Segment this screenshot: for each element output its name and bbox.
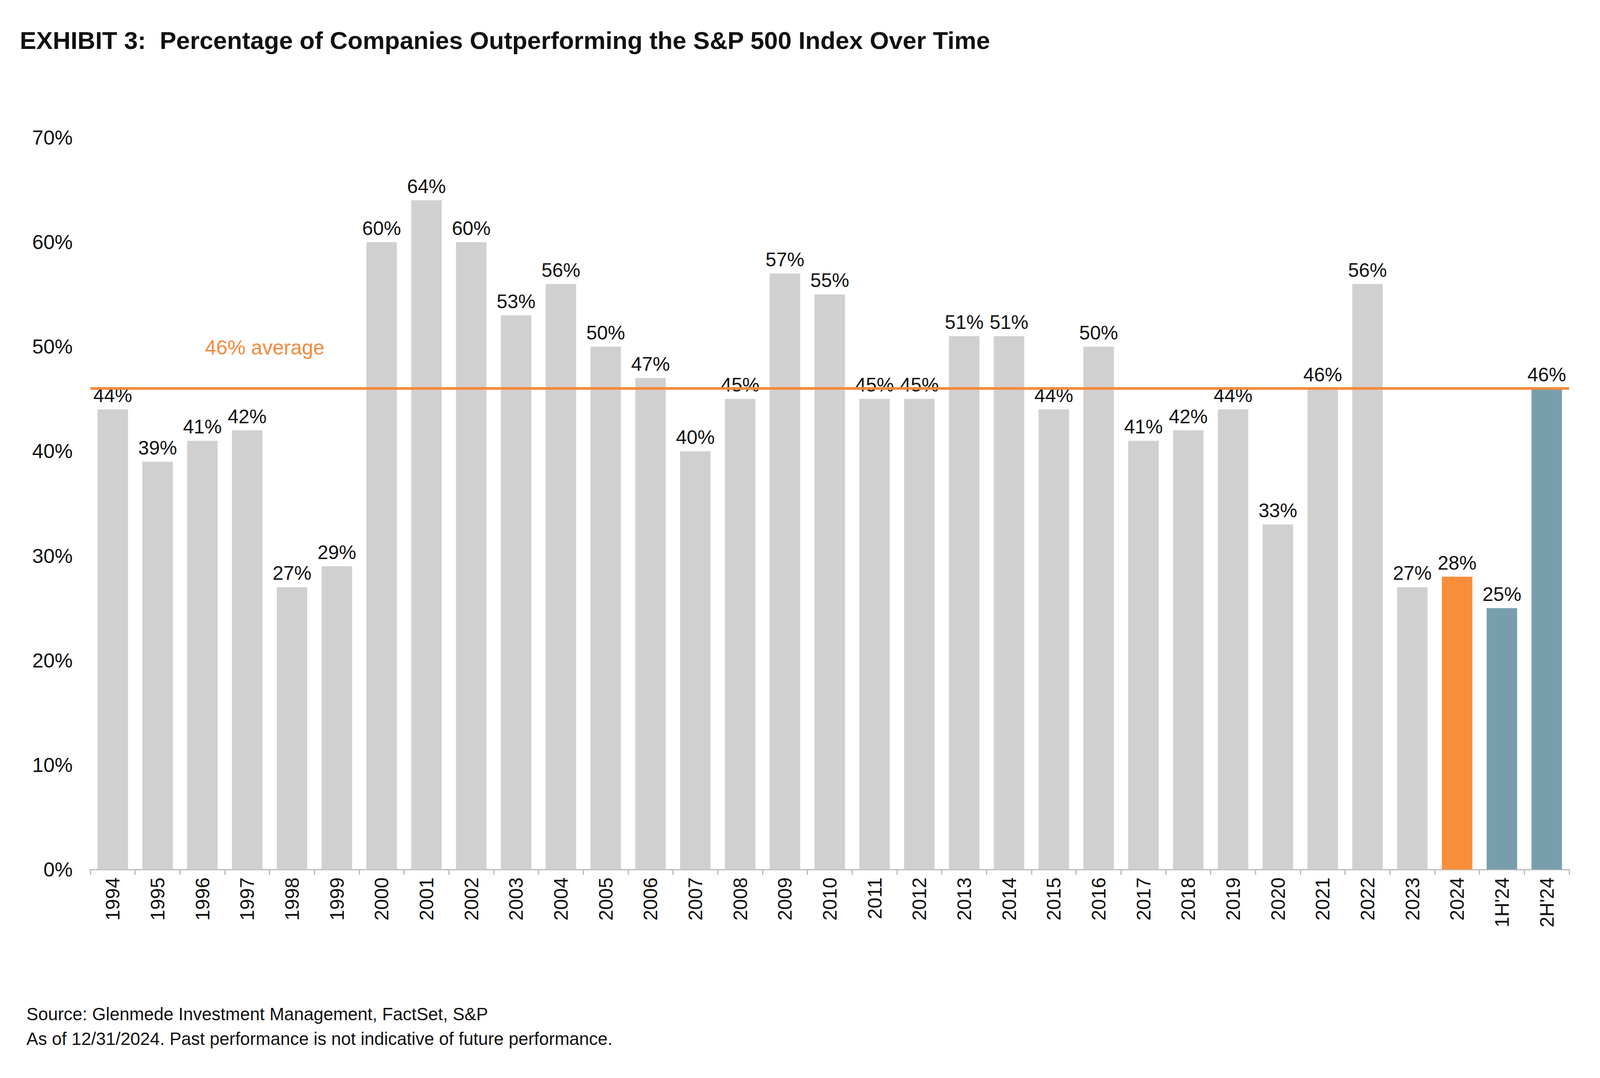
svg-text:2024: 2024 xyxy=(1446,877,1468,921)
svg-text:44%: 44% xyxy=(1034,384,1074,406)
svg-text:51%: 51% xyxy=(944,311,984,333)
svg-text:EXHIBIT 3: Percentage of Comp: EXHIBIT 3: Percentage of Companies Outpe… xyxy=(19,26,990,55)
svg-text:2009: 2009 xyxy=(773,877,796,921)
svg-text:39%: 39% xyxy=(137,436,177,459)
svg-text:30%: 30% xyxy=(32,544,73,568)
svg-text:29%: 29% xyxy=(317,541,357,563)
svg-text:2018: 2018 xyxy=(1177,877,1199,921)
svg-text:44%: 44% xyxy=(93,384,133,406)
svg-text:1H'24: 1H'24 xyxy=(1491,877,1513,928)
svg-text:2022: 2022 xyxy=(1356,877,1379,921)
svg-text:1995: 1995 xyxy=(146,877,169,921)
svg-text:2002: 2002 xyxy=(460,877,483,921)
svg-text:57%: 57% xyxy=(765,248,805,271)
svg-text:2004: 2004 xyxy=(550,877,572,921)
svg-text:60%: 60% xyxy=(451,217,491,239)
svg-text:40%: 40% xyxy=(675,426,715,448)
svg-text:56%: 56% xyxy=(1347,259,1387,281)
svg-text:60%: 60% xyxy=(32,230,73,254)
svg-text:As of 12/31/2024. Past perform: As of 12/31/2024. Past performance is no… xyxy=(26,1028,613,1049)
svg-text:1994: 1994 xyxy=(101,877,124,921)
svg-text:60%: 60% xyxy=(362,217,402,239)
svg-text:50%: 50% xyxy=(586,321,626,344)
svg-text:45%: 45% xyxy=(720,373,760,396)
svg-text:25%: 25% xyxy=(1482,583,1522,605)
svg-text:28%: 28% xyxy=(1437,551,1477,574)
svg-text:40%: 40% xyxy=(32,439,73,463)
svg-text:41%: 41% xyxy=(182,415,222,438)
svg-text:2015: 2015 xyxy=(1042,877,1065,921)
svg-text:46%: 46% xyxy=(1527,363,1567,386)
svg-text:2012: 2012 xyxy=(908,877,931,921)
svg-text:2006: 2006 xyxy=(639,877,662,921)
svg-text:2H'24: 2H'24 xyxy=(1536,877,1558,928)
svg-text:2010: 2010 xyxy=(818,877,841,921)
svg-text:20%: 20% xyxy=(32,648,73,672)
svg-text:2008: 2008 xyxy=(729,877,752,921)
svg-text:2020: 2020 xyxy=(1267,877,1289,921)
svg-text:45%: 45% xyxy=(855,373,894,396)
svg-text:2003: 2003 xyxy=(505,877,527,921)
svg-text:27%: 27% xyxy=(272,561,312,584)
svg-text:0%: 0% xyxy=(43,857,73,881)
svg-text:53%: 53% xyxy=(496,290,536,313)
svg-text:2017: 2017 xyxy=(1132,877,1155,921)
svg-text:2005: 2005 xyxy=(595,877,617,921)
svg-text:70%: 70% xyxy=(32,126,73,149)
svg-text:2023: 2023 xyxy=(1401,877,1424,921)
svg-text:Source: Glenmede Investment Ma: Source: Glenmede Investment Management, … xyxy=(26,1004,488,1024)
svg-text:46%: 46% xyxy=(1303,363,1343,386)
svg-text:2021: 2021 xyxy=(1311,877,1334,921)
svg-text:2007: 2007 xyxy=(684,877,707,921)
svg-text:2000: 2000 xyxy=(370,877,393,921)
svg-text:2013: 2013 xyxy=(953,877,975,921)
svg-text:2001: 2001 xyxy=(415,877,438,921)
svg-text:55%: 55% xyxy=(810,269,849,291)
svg-text:46% average: 46% average xyxy=(204,335,325,359)
svg-text:50%: 50% xyxy=(1079,321,1118,344)
svg-text:2014: 2014 xyxy=(998,877,1020,921)
svg-text:1999: 1999 xyxy=(326,877,348,921)
svg-text:56%: 56% xyxy=(541,259,581,281)
svg-text:42%: 42% xyxy=(1168,405,1208,428)
svg-text:27%: 27% xyxy=(1392,561,1432,584)
svg-text:45%: 45% xyxy=(900,373,939,396)
svg-text:64%: 64% xyxy=(406,175,446,198)
svg-text:1997: 1997 xyxy=(236,877,258,921)
svg-text:2011: 2011 xyxy=(863,877,886,920)
svg-text:2016: 2016 xyxy=(1087,877,1110,921)
svg-text:2019: 2019 xyxy=(1222,877,1244,921)
svg-text:42%: 42% xyxy=(227,405,267,428)
svg-text:33%: 33% xyxy=(1258,499,1298,521)
svg-text:51%: 51% xyxy=(989,311,1029,333)
svg-text:44%: 44% xyxy=(1213,384,1253,406)
svg-text:1998: 1998 xyxy=(281,877,303,921)
svg-text:10%: 10% xyxy=(32,753,73,777)
svg-text:50%: 50% xyxy=(32,334,73,358)
svg-text:1996: 1996 xyxy=(191,877,214,921)
svg-text:47%: 47% xyxy=(631,353,670,375)
svg-text:41%: 41% xyxy=(1123,415,1163,438)
